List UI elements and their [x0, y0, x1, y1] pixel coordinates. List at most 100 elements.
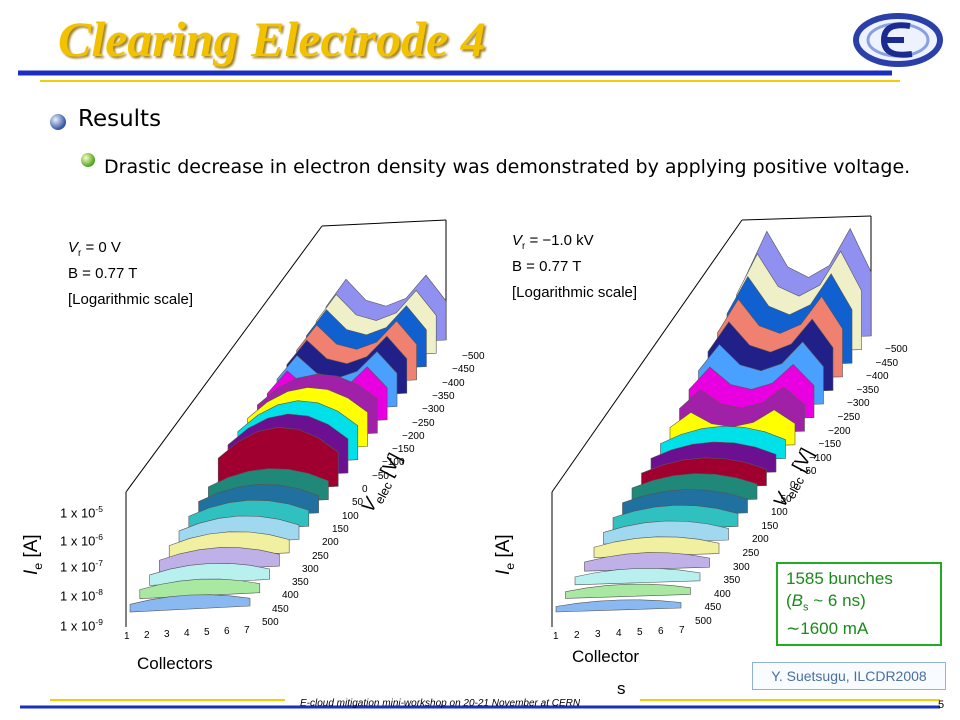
v-tick-label: 400 — [714, 588, 731, 600]
symbol-label: Vr = 0 V — [68, 240, 121, 259]
v-tick-label: −350 — [432, 390, 455, 402]
x-axis-label: Collector — [572, 647, 640, 666]
x-axis-label: s — [617, 679, 626, 698]
x-tick-label: 1 — [553, 631, 559, 642]
v-tick-label: 450 — [704, 602, 722, 614]
v-tick-label: 150 — [332, 523, 349, 535]
symbol: V — [512, 232, 523, 249]
v-tick-label: 200 — [752, 534, 769, 546]
waterfall-slice — [574, 568, 701, 586]
v-tick-label: −250 — [412, 417, 435, 429]
beam-line: 1585 bunches — [786, 569, 893, 588]
v-tick-label: 450 — [272, 603, 289, 615]
logo — [853, 13, 943, 67]
x-tick-label: 7 — [679, 625, 685, 636]
tick-base: 1 x 10 — [60, 559, 96, 575]
v-tick-label: 50 — [780, 493, 792, 505]
waterfall-slice — [565, 583, 691, 599]
v-tick-label: −150 — [392, 444, 415, 456]
v-tick-label: 200 — [322, 537, 339, 549]
tick-exponent: -5 — [95, 504, 103, 514]
v-tick-label: 0 — [790, 480, 796, 491]
x-axis-label: Collectors — [137, 654, 213, 673]
v-tick-label: −100 — [809, 452, 832, 464]
tick-base: 1 x 10 — [60, 533, 96, 549]
frame-line — [551, 219, 743, 493]
condition: [Logarithmic scale] — [512, 284, 638, 301]
waterfall-slice — [129, 594, 251, 613]
x-tick-label: 6 — [658, 626, 664, 637]
v-tick-label: −50 — [372, 470, 389, 482]
v-tick-label: 400 — [282, 590, 299, 602]
v-tick-label: 150 — [761, 520, 779, 532]
credit: Y. Suetsugu, ILCDR2008 — [752, 662, 946, 690]
x-tick-label: 5 — [637, 627, 643, 638]
tick-exponent: -7 — [95, 558, 103, 568]
waterfall-slice — [555, 599, 682, 613]
v-tick-label: 500 — [262, 617, 279, 628]
v-tick-label: 500 — [695, 616, 712, 627]
v-tick-label: 250 — [742, 548, 760, 559]
y-tick-label: 1 x 10-8 — [60, 588, 103, 604]
v-tick-label: −100 — [382, 457, 405, 469]
value: [A] — [493, 534, 514, 558]
symbol-label: Ie [A] — [493, 534, 517, 575]
v-tick-label: 0 — [362, 484, 368, 495]
condition: B = 0.77 T — [68, 265, 138, 282]
sub-bullet: Drastic decrease in electron density was… — [104, 156, 911, 178]
subscript: e — [502, 562, 517, 570]
symbol: I — [493, 569, 514, 575]
x-tick-label: 7 — [244, 625, 250, 636]
x-tick-label: 4 — [184, 628, 190, 639]
v-tick-label: −150 — [818, 439, 842, 451]
v-tick-label: 100 — [342, 510, 359, 522]
v-tick-label: −500 — [462, 351, 485, 362]
v-tick-label: −350 — [856, 384, 880, 396]
v-tick-label: −200 — [828, 425, 851, 437]
frame-line — [741, 215, 872, 221]
bullet: Results — [78, 106, 162, 132]
footer: E-cloud mitigation mini-workshop on 20-2… — [300, 698, 581, 709]
x-tick-label: 5 — [204, 627, 210, 638]
x-tick-label: 2 — [144, 630, 150, 641]
v-tick-label: −450 — [452, 364, 475, 376]
v-tick-label: 350 — [292, 577, 309, 589]
value: = 0 V — [85, 239, 121, 256]
condition: [Logarithmic scale] — [68, 291, 194, 308]
plots — [125, 215, 872, 627]
bullet-icon — [50, 114, 66, 130]
y-tick-label: 1 x 10-9 — [60, 618, 103, 633]
v-tick-label: 300 — [733, 561, 750, 573]
text: ( — [786, 591, 792, 610]
v-tick-label: −400 — [866, 371, 889, 383]
symbol: I — [21, 569, 42, 575]
v-tick-label: 100 — [771, 507, 788, 519]
v-tick-label: −500 — [885, 344, 908, 355]
y-tick-label: 1 x 10-6 — [60, 532, 103, 549]
tick-exponent: -6 — [95, 532, 103, 542]
subscript: r — [78, 248, 82, 259]
v-tick-label: −50 — [799, 466, 817, 478]
x-tick-label: 2 — [574, 630, 580, 641]
v-tick-label: −300 — [847, 398, 870, 410]
y-tick-label: 1 x 10-7 — [60, 558, 103, 575]
slide-title: Clearing Electrode 4 — [58, 11, 486, 67]
v-tick-label: 300 — [302, 563, 319, 575]
v-tick-label: 350 — [723, 575, 741, 587]
condition: B = 0.77 T — [512, 258, 582, 275]
v-tick-label: 50 — [352, 497, 364, 509]
beam-line: ∼1600 mA — [786, 619, 869, 639]
tick-base: 1 x 10 — [60, 505, 96, 521]
frame-line — [125, 225, 323, 493]
frame-line — [321, 219, 447, 227]
x-tick-label: 3 — [595, 629, 601, 640]
x-tick-label: 3 — [164, 629, 170, 640]
v-tick-label: 250 — [312, 550, 329, 562]
value: [A] — [21, 534, 42, 558]
tick-base: 1 x 10 — [60, 588, 96, 604]
symbol-label: Vr = −1.0 kV — [512, 233, 594, 252]
symbol-label: Ie [A] — [21, 534, 45, 575]
page-number: 5 — [938, 699, 945, 711]
